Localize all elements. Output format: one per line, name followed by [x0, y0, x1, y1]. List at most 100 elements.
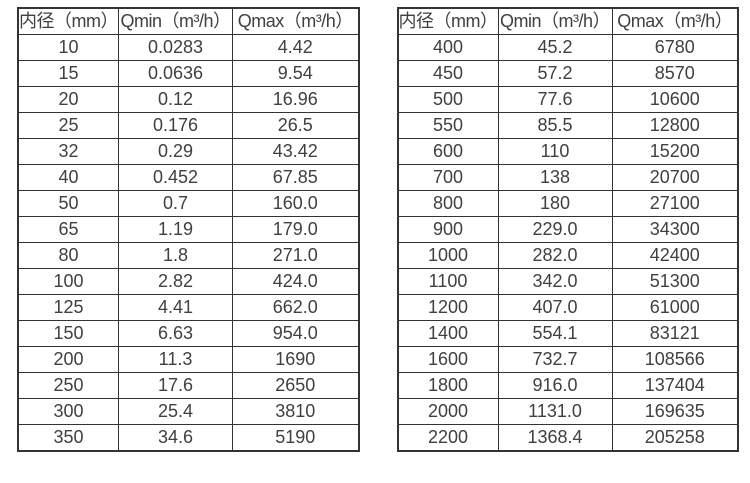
table-row: 10 0.0283 4.42 — [17, 34, 359, 61]
header-inner-diameter: 内径（mm） — [397, 7, 499, 35]
table-cell: 150 — [17, 320, 119, 347]
table-row: 32 0.29 43.42 — [17, 138, 359, 165]
table-cell: 108566 — [611, 346, 739, 373]
table-row: 400 45.2 6780 — [397, 34, 739, 61]
table-cell: 2200 — [397, 424, 499, 452]
table-cell: 0.7 — [118, 190, 233, 217]
table-cell: 1.8 — [118, 242, 233, 269]
table-row: 40 0.452 67.85 — [17, 164, 359, 191]
table-cell: 179.0 — [232, 216, 359, 243]
table-row: 150 6.63 954.0 — [17, 320, 359, 347]
table-cell: 85.5 — [497, 112, 613, 139]
table-header-row: 内径（mm） Qmin（m³/h） Qmax（m³/h） — [397, 7, 739, 35]
table-cell: 10 — [17, 34, 119, 61]
table-row: 900 229.0 34300 — [397, 216, 739, 243]
table-cell: 6780 — [611, 34, 739, 61]
table-cell: 0.452 — [118, 164, 233, 191]
table-cell: 9.54 — [232, 60, 359, 87]
table-cell: 500 — [397, 86, 499, 113]
table-cell: 61000 — [611, 294, 739, 321]
table-cell: 1200 — [397, 294, 499, 321]
table-cell: 0.29 — [118, 138, 233, 165]
table-cell: 662.0 — [232, 294, 359, 321]
table-cell: 67.85 — [232, 164, 359, 191]
table-cell: 27100 — [611, 190, 739, 217]
table-cell: 1.19 — [118, 216, 233, 243]
table-cell: 1131.0 — [497, 398, 613, 425]
table-cell: 200 — [17, 346, 119, 373]
table-cell: 300 — [17, 398, 119, 425]
table-cell: 271.0 — [232, 242, 359, 269]
table-cell: 16.96 — [232, 86, 359, 113]
table-cell: 110 — [497, 138, 613, 165]
table-row: 20 0.12 16.96 — [17, 86, 359, 113]
table-cell: 45.2 — [497, 34, 613, 61]
table-row: 250 17.6 2650 — [17, 372, 359, 399]
table-cell: 65 — [17, 216, 119, 243]
table-cell: 15200 — [611, 138, 739, 165]
table-row: 300 25.4 3810 — [17, 398, 359, 425]
table-cell: 400 — [397, 34, 499, 61]
table-cell: 424.0 — [232, 268, 359, 295]
table-cell: 34300 — [611, 216, 739, 243]
table-row: 450 57.2 8570 — [397, 60, 739, 87]
table-body: 10 0.0283 4.42 15 0.0636 9.54 20 0.12 16.96 25 0.1… — [17, 34, 359, 452]
table-cell: 160.0 — [232, 190, 359, 217]
header-qmin: Qmin（m³/h） — [118, 7, 233, 35]
table-row: 15 0.0636 9.54 — [17, 60, 359, 87]
table-row: 50 0.7 160.0 — [17, 190, 359, 217]
table-cell: 42400 — [611, 242, 739, 269]
table-cell: 282.0 — [497, 242, 613, 269]
table-cell: 954.0 — [232, 320, 359, 347]
header-inner-diameter: 内径（mm） — [17, 7, 119, 35]
table-cell: 916.0 — [497, 372, 613, 399]
table-cell: 3810 — [232, 398, 359, 425]
table-cell: 25.4 — [118, 398, 233, 425]
table-cell: 229.0 — [497, 216, 613, 243]
table-cell: 17.6 — [118, 372, 233, 399]
table-cell: 350 — [17, 424, 119, 452]
table-cell: 51300 — [611, 268, 739, 295]
table-cell: 169635 — [611, 398, 739, 425]
header-qmin: Qmin（m³/h） — [497, 7, 613, 35]
table-row: 600 110 15200 — [397, 138, 739, 165]
table-row: 550 85.5 12800 — [397, 112, 739, 139]
table-cell: 450 — [397, 60, 499, 87]
table-cell: 900 — [397, 216, 499, 243]
table-cell: 342.0 — [497, 268, 613, 295]
table-cell: 1690 — [232, 346, 359, 373]
table-cell: 250 — [17, 372, 119, 399]
table-cell: 32 — [17, 138, 119, 165]
table-cell: 2.82 — [118, 268, 233, 295]
table-cell: 40 — [17, 164, 119, 191]
table-row: 25 0.176 26.5 — [17, 112, 359, 139]
table-cell: 100 — [17, 268, 119, 295]
table-cell: 732.7 — [497, 346, 613, 373]
table-cell: 138 — [497, 164, 613, 191]
table-cell: 800 — [397, 190, 499, 217]
table-cell: 1368.4 — [497, 424, 613, 452]
table-cell: 1100 — [397, 268, 499, 295]
table-cell: 700 — [397, 164, 499, 191]
table-row: 1200 407.0 61000 — [397, 294, 739, 321]
table-cell: 34.6 — [118, 424, 233, 452]
table-cell: 0.176 — [118, 112, 233, 139]
table-row: 125 4.41 662.0 — [17, 294, 359, 321]
table-cell: 8570 — [611, 60, 739, 87]
table-row: 1400 554.1 83121 — [397, 320, 739, 347]
table-cell: 6.63 — [118, 320, 233, 347]
table-row: 350 34.6 5190 — [17, 424, 359, 452]
table-cell: 5190 — [232, 424, 359, 452]
table-cell: 2000 — [397, 398, 499, 425]
table-cell: 180 — [497, 190, 613, 217]
table-cell: 554.1 — [497, 320, 613, 347]
table-row: 100 2.82 424.0 — [17, 268, 359, 295]
table-cell: 0.0283 — [118, 34, 233, 61]
table-cell: 43.42 — [232, 138, 359, 165]
table-cell: 137404 — [611, 372, 739, 399]
flow-rate-table-right: 内径（mm） Qmin（m³/h） Qmax（m³/h） 400 45.2 6780… — [396, 7, 739, 452]
table-row: 1600 732.7 108566 — [397, 346, 739, 373]
table-cell: 12800 — [611, 112, 739, 139]
table-row: 700 138 20700 — [397, 164, 739, 191]
table-cell: 77.6 — [497, 86, 613, 113]
